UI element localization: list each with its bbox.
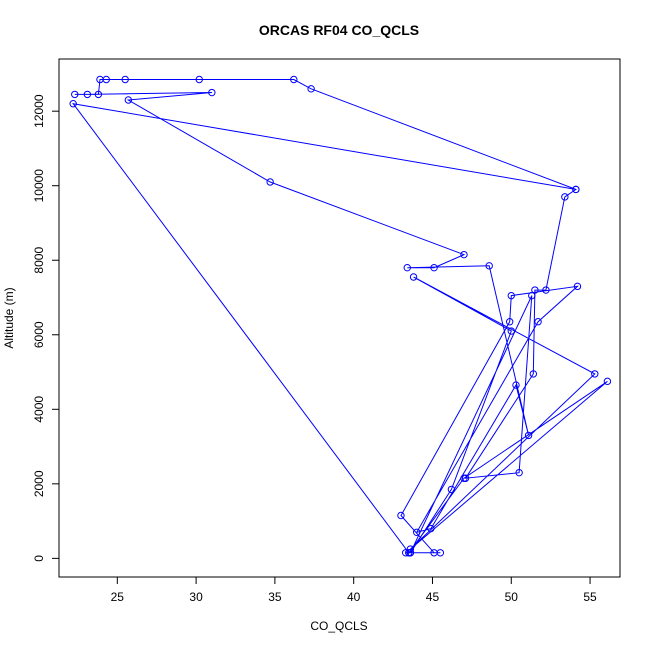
data-point: [71, 90, 79, 99]
data-point: [102, 75, 110, 84]
y-tick-label: 12000: [32, 94, 46, 128]
data-point: [531, 286, 539, 294]
data-point: [195, 75, 203, 84]
data-point: [409, 273, 418, 281]
data-point: [460, 250, 468, 259]
data-point: [307, 85, 315, 93]
y-tick-label: 8000: [32, 247, 46, 274]
y-tick-label: 2000: [32, 470, 46, 497]
data-point: [603, 377, 612, 386]
data-point: [505, 318, 514, 326]
data-point: [528, 291, 536, 300]
data-point: [401, 549, 410, 557]
x-axis-label: CO_QCLS: [310, 619, 367, 633]
data-point: [208, 88, 216, 97]
series-line: [72, 79, 608, 554]
data-point: [542, 286, 550, 294]
data-point: [69, 100, 77, 108]
data-point: [485, 262, 493, 270]
data-point: [447, 485, 456, 494]
data-point: [573, 282, 582, 291]
data-point: [405, 549, 413, 557]
data-point: [406, 545, 415, 553]
data-point: [94, 90, 103, 99]
data-point: [430, 549, 438, 557]
plot-frame: [58, 58, 621, 578]
data-point: [512, 381, 520, 389]
data-point: [529, 370, 538, 378]
x-tick-label: 45: [426, 590, 440, 604]
x-tick-label: 25: [111, 590, 125, 604]
x-tick-label: 55: [583, 590, 597, 604]
data-point: [572, 185, 580, 194]
data-point: [121, 75, 129, 84]
data-point: [83, 90, 92, 99]
data-point: [397, 511, 405, 520]
data-point: [290, 75, 298, 84]
y-tick-label: 10000: [32, 169, 46, 203]
data-point: [266, 178, 274, 186]
data-point: [460, 474, 468, 482]
data-point: [561, 193, 569, 201]
data-point: [427, 524, 435, 533]
x-tick-label: 35: [268, 590, 282, 604]
y-tick-label: 4000: [32, 396, 46, 423]
chart-title: ORCAS RF04 CO_QCLS: [259, 22, 419, 38]
data-point: [124, 96, 133, 104]
x-tick-label: 50: [505, 590, 519, 604]
data-point: [515, 468, 523, 477]
data-point: [534, 318, 542, 326]
data-point: [524, 431, 533, 440]
x-tick-label: 30: [189, 590, 203, 604]
y-axis-label: Altitude (m): [2, 287, 16, 348]
data-series: [69, 75, 612, 557]
data-point: [413, 528, 421, 536]
x-tick-label: 40: [347, 590, 361, 604]
data-point: [507, 291, 515, 300]
data-point: [403, 263, 411, 272]
y-axis: 0 2000 4000 6000 8000 10000 12000: [32, 94, 60, 562]
x-axis: 25 30 35 40 45 50 55: [111, 576, 597, 604]
data-point: [591, 370, 599, 378]
data-point: [507, 327, 515, 335]
data-point: [430, 263, 438, 272]
y-tick-label: 0: [32, 555, 46, 562]
y-tick-label: 6000: [32, 321, 46, 348]
